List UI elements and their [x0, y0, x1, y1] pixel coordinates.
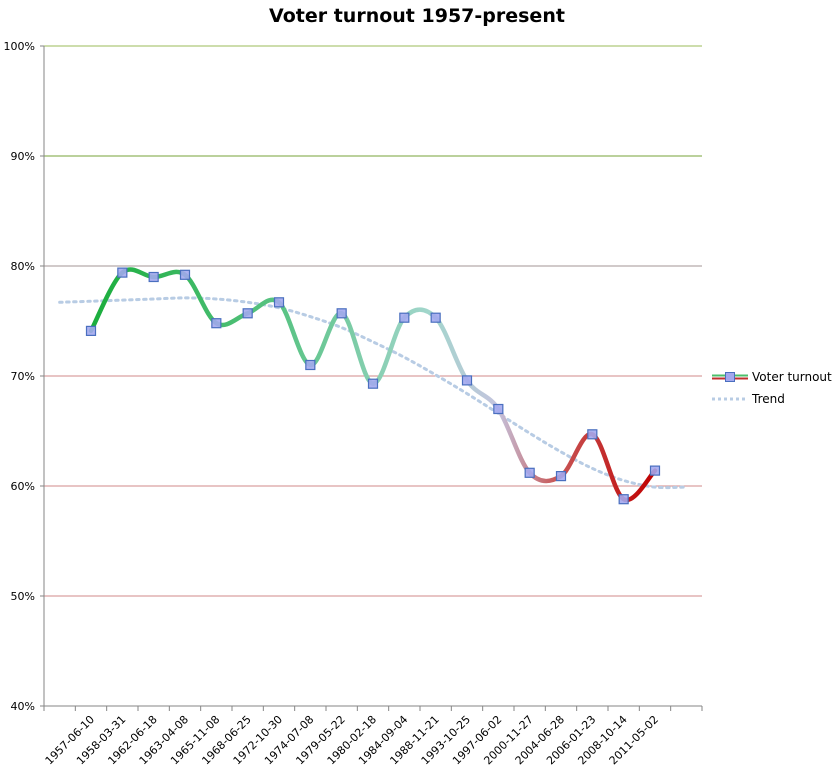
- y-tick-label: 60%: [11, 480, 35, 493]
- data-point-marker: [524, 467, 535, 478]
- data-point-marker: [305, 359, 316, 371]
- data-point-marker: [461, 375, 473, 386]
- data-point-marker: [336, 308, 347, 319]
- data-point-marker: [148, 271, 159, 283]
- y-tick-label: 40%: [11, 700, 35, 713]
- trend-line: [58, 296, 687, 490]
- legend-label: Voter turnout: [752, 370, 832, 384]
- data-point-marker: [618, 494, 629, 505]
- legend-label: Trend: [752, 392, 785, 406]
- data-point-marker: [179, 269, 191, 280]
- legend-dotted-line-icon: [712, 397, 748, 401]
- y-tick-label: 80%: [11, 260, 35, 273]
- data-point-marker: [273, 297, 285, 308]
- data-point-marker: [555, 471, 567, 482]
- legend-item-trend: Trend: [712, 388, 832, 410]
- legend-line-marker-icon: [712, 372, 748, 382]
- y-tick-label: 50%: [11, 590, 35, 603]
- data-point-marker: [649, 465, 661, 476]
- data-point-marker: [211, 318, 222, 329]
- chart-title: Voter turnout 1957-present: [269, 5, 565, 27]
- data-point-marker: [399, 312, 410, 323]
- data-point-marker: [430, 312, 441, 323]
- legend-item-voter-turnout: Voter turnout: [712, 366, 832, 388]
- y-tick-label: 100%: [4, 40, 35, 53]
- y-tick-label: 90%: [11, 150, 35, 163]
- data-point-marker: [493, 403, 504, 415]
- data-point-marker: [85, 325, 97, 336]
- data-point-marker: [117, 267, 128, 278]
- data-point-marker: [367, 378, 379, 389]
- y-tick-label: 70%: [11, 370, 35, 383]
- legend: Voter turnout Trend: [712, 366, 832, 410]
- data-point-marker: [242, 308, 253, 319]
- data-point-marker: [587, 429, 598, 440]
